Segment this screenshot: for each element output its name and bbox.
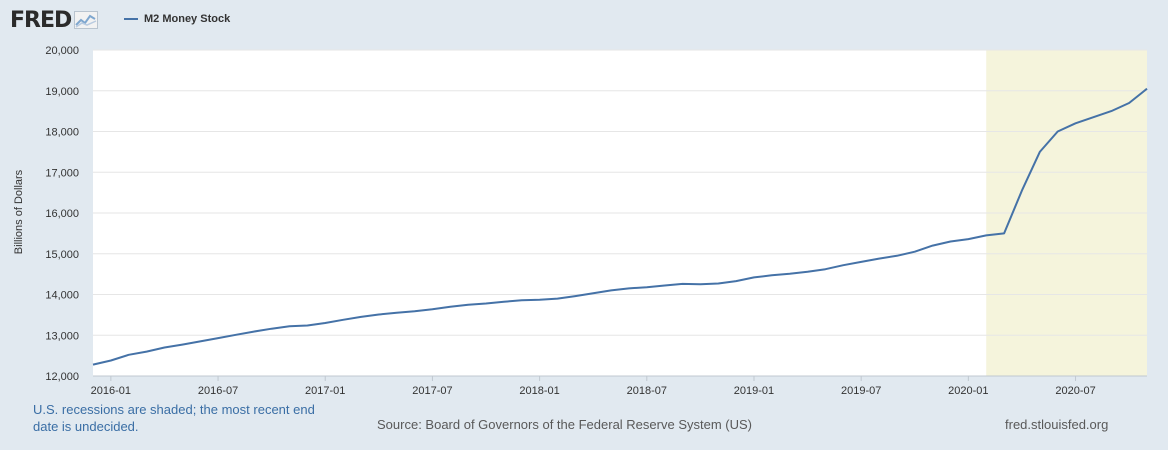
legend-label: M2 Money Stock bbox=[144, 13, 231, 25]
chart-legend[interactable]: M2 Money Stock bbox=[124, 13, 230, 25]
y-tick-label: 16,000 bbox=[45, 208, 79, 220]
x-tick-label: 2016-07 bbox=[198, 385, 238, 397]
recession-note: U.S. recessions are shaded; the most rec… bbox=[33, 402, 315, 434]
y-axis-label: Billions of Dollars bbox=[13, 169, 25, 255]
source-text: Source: Board of Governors of the Federa… bbox=[377, 417, 752, 432]
x-tick-label: 2020-01 bbox=[948, 385, 988, 397]
x-tick-label: 2017-07 bbox=[412, 385, 452, 397]
x-tick-label: 2019-07 bbox=[841, 385, 881, 397]
x-tick-label: 2019-01 bbox=[734, 385, 774, 397]
x-tick-label: 2018-07 bbox=[627, 385, 667, 397]
fred-url-link[interactable]: fred.stlouisfed.org bbox=[1005, 417, 1109, 432]
legend-swatch bbox=[124, 18, 138, 20]
line-graph-icon bbox=[74, 11, 99, 29]
y-tick-label: 18,000 bbox=[45, 127, 79, 139]
x-tick-label: 2018-01 bbox=[519, 385, 559, 397]
x-tick-label: 2016-01 bbox=[91, 385, 131, 397]
fred-logo-text: FRED bbox=[10, 7, 72, 33]
y-tick-label: 14,000 bbox=[45, 290, 79, 302]
x-tick-label: 2020-07 bbox=[1055, 385, 1095, 397]
y-tick-label: 17,000 bbox=[45, 167, 79, 179]
line-chart: 12,000 13,000 14,000 15,000 16,000 17,000 18,0… bbox=[45, 45, 1148, 397]
y-tick-label: 13,000 bbox=[45, 330, 79, 342]
y-tick-label: 20,000 bbox=[45, 45, 79, 57]
y-tick-label: 15,000 bbox=[45, 249, 79, 261]
series-line-m2-money-stock[interactable] bbox=[92, 87, 1148, 366]
fred-logo[interactable]: FRED bbox=[10, 7, 99, 33]
y-tick-label: 19,000 bbox=[45, 86, 79, 98]
y-tick-label: 12,000 bbox=[45, 371, 79, 383]
chart-header: FRED M2 Money Stock bbox=[0, 0, 1168, 44]
x-tick-label: 2017-01 bbox=[305, 385, 345, 397]
